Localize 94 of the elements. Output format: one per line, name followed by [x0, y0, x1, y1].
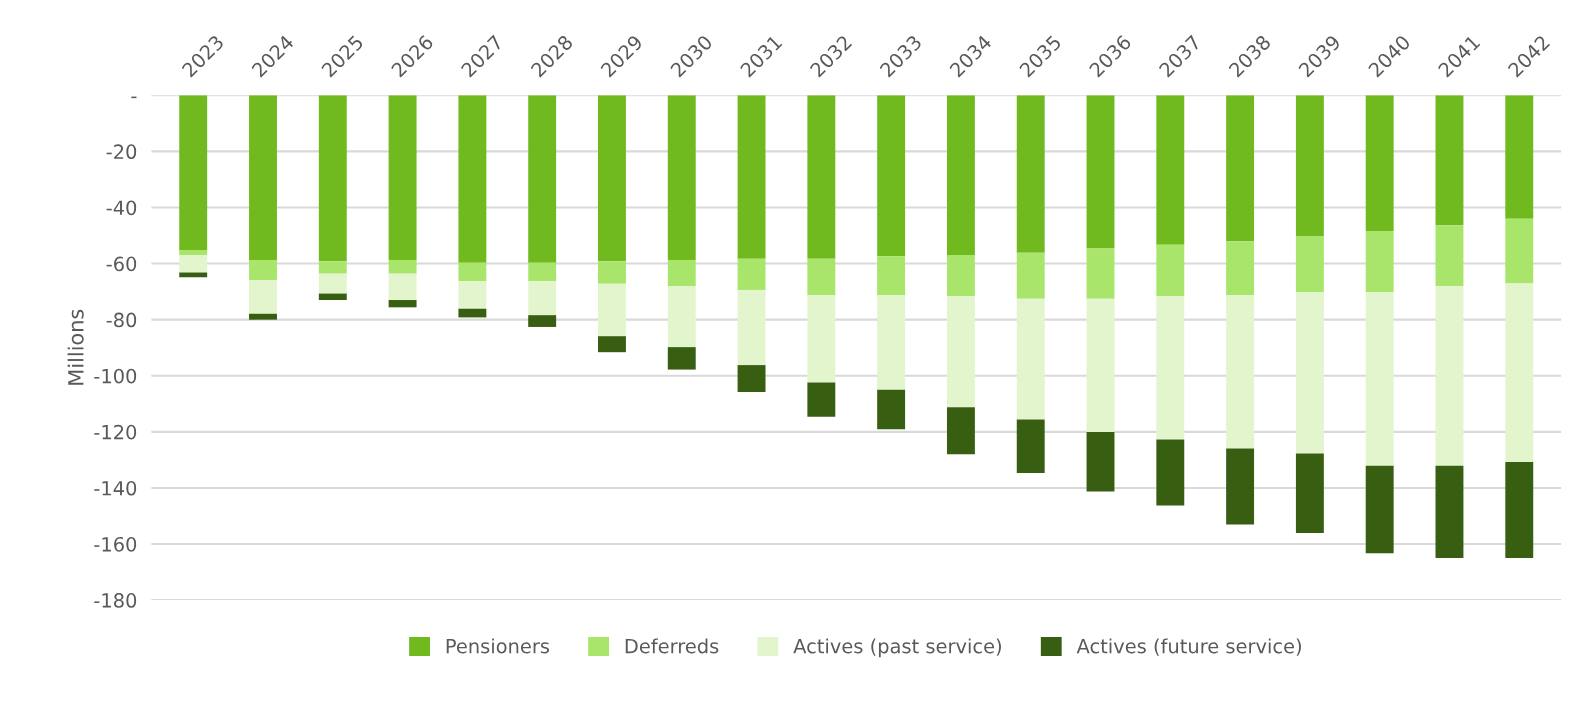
bar — [388, 273, 417, 301]
y-tick-label: -140 — [94, 480, 137, 496]
bar — [807, 258, 836, 295]
bar — [1226, 95, 1255, 242]
bar — [179, 250, 208, 256]
bar — [1365, 292, 1394, 466]
bar — [1156, 95, 1185, 245]
bar — [946, 95, 975, 255]
bar — [458, 95, 487, 263]
bar — [1226, 241, 1255, 295]
bar — [318, 261, 347, 274]
bar — [1086, 95, 1115, 249]
bar — [1295, 292, 1324, 454]
bar — [528, 281, 557, 316]
bar — [807, 95, 836, 259]
bar — [807, 382, 836, 417]
legend-label: Actives (past service) — [793, 638, 1001, 658]
legend-label: Pensioners — [446, 638, 550, 654]
bar — [1086, 248, 1115, 299]
bar — [1016, 95, 1045, 253]
bar — [1505, 95, 1534, 219]
bar — [807, 294, 836, 383]
bar — [318, 293, 347, 301]
bar — [598, 336, 626, 353]
bar — [1156, 244, 1185, 297]
bar — [737, 289, 766, 366]
bar — [1016, 419, 1045, 474]
bar — [667, 286, 696, 348]
bar — [179, 95, 208, 251]
legend-label: Actives (future service) — [1076, 638, 1301, 656]
bar — [667, 95, 696, 260]
bar — [667, 347, 696, 370]
bar — [249, 313, 277, 320]
bar — [946, 296, 975, 408]
bar — [946, 254, 975, 297]
y-tick-label: -180 — [94, 593, 137, 608]
bar — [1156, 439, 1185, 506]
bar — [249, 95, 277, 260]
bar — [1435, 465, 1464, 559]
bar — [318, 273, 347, 294]
bar — [1505, 283, 1534, 463]
bar — [1295, 95, 1324, 237]
bar — [249, 259, 277, 281]
bar — [1435, 225, 1464, 287]
bar — [458, 262, 487, 282]
bar — [1505, 218, 1534, 284]
bar — [179, 255, 208, 273]
bar — [877, 95, 906, 257]
bar — [946, 407, 975, 455]
bar — [737, 258, 766, 290]
bar — [1156, 296, 1185, 440]
bar — [1505, 462, 1534, 559]
y-tick-label: -20 — [106, 144, 137, 160]
y-tick-label: -40 — [106, 200, 137, 216]
bar — [249, 280, 277, 314]
bar — [1295, 236, 1324, 293]
bar — [1295, 453, 1324, 534]
bar — [598, 95, 626, 262]
bar — [458, 281, 487, 309]
bar — [1435, 95, 1464, 226]
bar — [1086, 298, 1115, 433]
y-tick-label: -160 — [94, 536, 137, 552]
bar — [877, 294, 906, 390]
bar — [528, 262, 557, 282]
y-tick-label: - — [131, 96, 137, 99]
y-tick-label: -100 — [94, 368, 137, 384]
bar — [1365, 231, 1394, 293]
y-axis-title: Millions — [67, 309, 84, 385]
y-tick-label: -120 — [94, 424, 137, 440]
y-tick-label: -60 — [106, 256, 137, 272]
bar — [1365, 465, 1394, 554]
bar — [877, 256, 906, 295]
bar — [877, 389, 906, 430]
bar — [388, 259, 417, 274]
bar — [458, 308, 487, 318]
bar — [1086, 432, 1115, 492]
bar — [528, 95, 557, 263]
bar — [388, 300, 417, 308]
bar — [528, 315, 557, 327]
bar — [1016, 252, 1045, 299]
bar — [1226, 448, 1255, 525]
bar — [318, 95, 347, 262]
legend-label: Deferreds — [625, 638, 719, 654]
bar — [667, 259, 696, 287]
bar — [598, 283, 626, 337]
bar — [388, 95, 417, 260]
bar — [1365, 95, 1394, 232]
bar — [737, 95, 766, 259]
y-tick-label: -80 — [106, 312, 137, 328]
bar — [1435, 286, 1464, 466]
bar — [1226, 294, 1255, 449]
bar — [1016, 298, 1045, 420]
bar — [737, 365, 766, 393]
bar — [598, 261, 626, 284]
